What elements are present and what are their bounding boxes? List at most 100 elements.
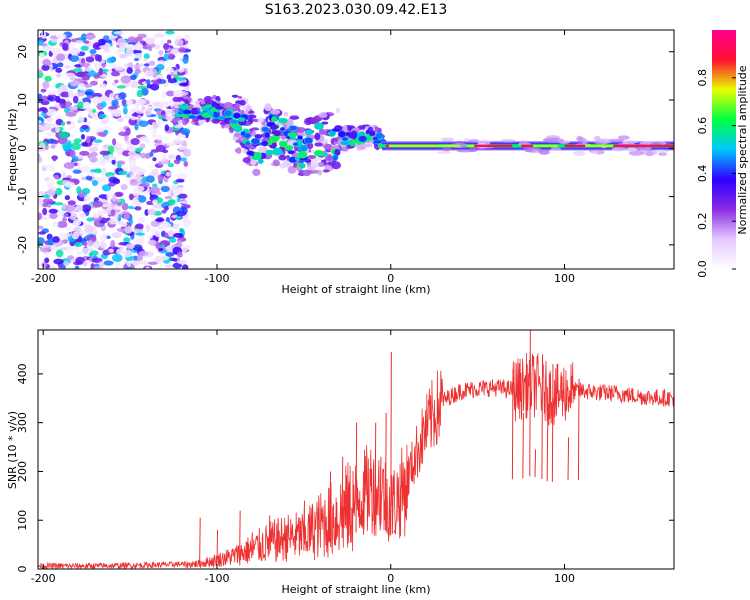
spectrogram-noise-blob	[56, 87, 63, 95]
colorbar-tick-label: 0.0	[696, 260, 709, 278]
snr-x-axis-label: Height of straight line (km)	[281, 583, 430, 596]
spectrogram-noise-blob	[154, 255, 164, 264]
spectrogram-noise-blob	[91, 257, 103, 263]
spectrogram-noise-blob	[147, 235, 153, 239]
spectrogram-noise-blob	[147, 208, 157, 215]
spectrogram-noise-blob	[79, 213, 87, 219]
spectrogram-noise-blob	[62, 142, 73, 150]
spectrogram-branch-core	[303, 137, 314, 145]
spectrogram-noise-blob	[57, 220, 68, 229]
spectrogram-noise-blob	[145, 266, 150, 269]
spectrogram-noise-blob	[79, 62, 91, 68]
spectrogram-noise-blob	[145, 224, 151, 232]
spectrogram-noise-blob	[94, 53, 100, 62]
spectrogram-noise-blob	[113, 31, 125, 35]
spectrogram-noise-blob	[97, 131, 106, 137]
spectrogram-branch-core	[272, 147, 283, 155]
spectrogram-branch-core	[210, 107, 218, 112]
spectrogram-branch-core	[372, 139, 383, 144]
snr-spike	[374, 422, 377, 525]
spectrogram-noise-blob	[123, 213, 131, 220]
spectrogram-branch-halo	[223, 101, 234, 110]
spectrogram-noise-blob	[152, 101, 163, 106]
x-tick-label: -100	[204, 572, 229, 585]
snr-spike	[239, 510, 241, 561]
spectrogram-noise-blob	[98, 261, 105, 269]
spectrogram-noise-blob	[61, 121, 66, 127]
spectrogram-tone-halo	[617, 135, 630, 140]
spectrogram-noise-blob	[98, 94, 108, 103]
spectrogram-branch-halo	[310, 117, 320, 125]
spectrogram-noise-blob	[143, 58, 149, 62]
spectrogram-noise-blob	[166, 74, 172, 80]
spectrogram-noise-blob	[46, 131, 55, 136]
y-tick-label: 20	[16, 45, 29, 59]
spectrogram-noise-blob	[76, 186, 82, 195]
spectrogram-tone-halo	[436, 150, 451, 154]
x-tick-label: 0	[387, 572, 394, 585]
spectrogram-branch-halo	[289, 116, 300, 120]
spectrogram-noise-blob	[183, 204, 191, 209]
spectrogram-noise-blob	[155, 218, 164, 222]
spectrogram-noise-blob	[159, 39, 165, 45]
spectrogram-noise-blob	[73, 218, 82, 226]
y-tick-label: 400	[16, 363, 29, 384]
spectrogram-noise-blob	[117, 162, 122, 169]
spectrogram-noise-blob	[42, 46, 53, 50]
spectrogram-branch-halo	[270, 109, 281, 115]
spectrogram-noise-blob	[146, 200, 155, 206]
colorbar-tick-label: 0.8	[696, 69, 709, 87]
spectrogram-branch-core	[278, 140, 288, 148]
spectrogram-noise-blob	[149, 151, 154, 157]
spectrogram-tone-halo	[611, 147, 627, 152]
spectrogram-noise-blob	[128, 159, 137, 167]
spectrogram-noise-blob	[144, 105, 154, 110]
spectrogram-branch-core	[314, 122, 324, 130]
spectrogram-noise-blob	[151, 183, 159, 188]
snr-spike	[341, 456, 344, 539]
spectrogram-branch-halo	[246, 104, 251, 113]
spectrogram-tone-halo	[573, 150, 586, 157]
spectrogram-noise-blob	[44, 75, 52, 82]
spectrogram-branch-halo	[322, 169, 330, 173]
spectrogram-noise-blob	[41, 216, 51, 221]
spectrogram-branch-core	[341, 136, 349, 142]
spectrogram-branch-halo	[242, 157, 251, 164]
spectrogram-noise-blob	[158, 49, 164, 56]
spectrogram-branch-halo	[335, 107, 341, 114]
spectrogram-noise-blob	[41, 64, 50, 71]
spectrogram-noise-blob	[60, 91, 71, 98]
spectrogram-noise-blob	[73, 226, 82, 234]
spectrogram-noise-blob	[116, 117, 124, 122]
spectrogram-noise-blob	[83, 40, 90, 44]
spectrogram-branch-core	[214, 103, 221, 110]
spectrogram-tone-halo	[550, 147, 562, 151]
spectrogram-noise-blob	[114, 142, 123, 149]
spectrogram-noise-blob	[183, 221, 191, 228]
spectrogram-noise-blob	[114, 211, 119, 220]
spectrogram-noise-blob	[85, 108, 94, 112]
spectrogram-noise-blob	[55, 33, 67, 39]
spectrogram-noise-blob	[89, 48, 97, 55]
spectrogram-noise-blob	[168, 237, 177, 243]
spectrogram-noise-blob	[71, 231, 80, 240]
snr-marks	[38, 330, 674, 569]
spectrogram-branch-core	[304, 129, 314, 135]
spectrogram-noise-blob	[134, 206, 142, 211]
spectrogram-noise-blob	[177, 193, 188, 199]
spectrogram-noise-blob	[55, 67, 63, 73]
spectrogram-noise-blob	[42, 198, 54, 204]
spectrogram-noise-blob	[105, 97, 112, 102]
spectrogram-branch-halo	[287, 165, 297, 174]
spectrogram-noise-blob	[110, 209, 116, 217]
spectrogram-branch-core	[340, 141, 351, 146]
spectrogram-noise-blob	[90, 151, 98, 157]
spectrogram-noise-blob	[112, 178, 121, 185]
spectrogram-noise-blob	[130, 137, 140, 146]
snr-spike	[285, 525, 288, 552]
y-tick-label: 200	[16, 461, 29, 482]
spectrogram-noise-blob	[52, 140, 60, 145]
spectrogram-noise-blob	[161, 91, 167, 98]
spectrogram-noise-blob	[38, 262, 42, 268]
y-tick-label: 300	[16, 412, 29, 433]
